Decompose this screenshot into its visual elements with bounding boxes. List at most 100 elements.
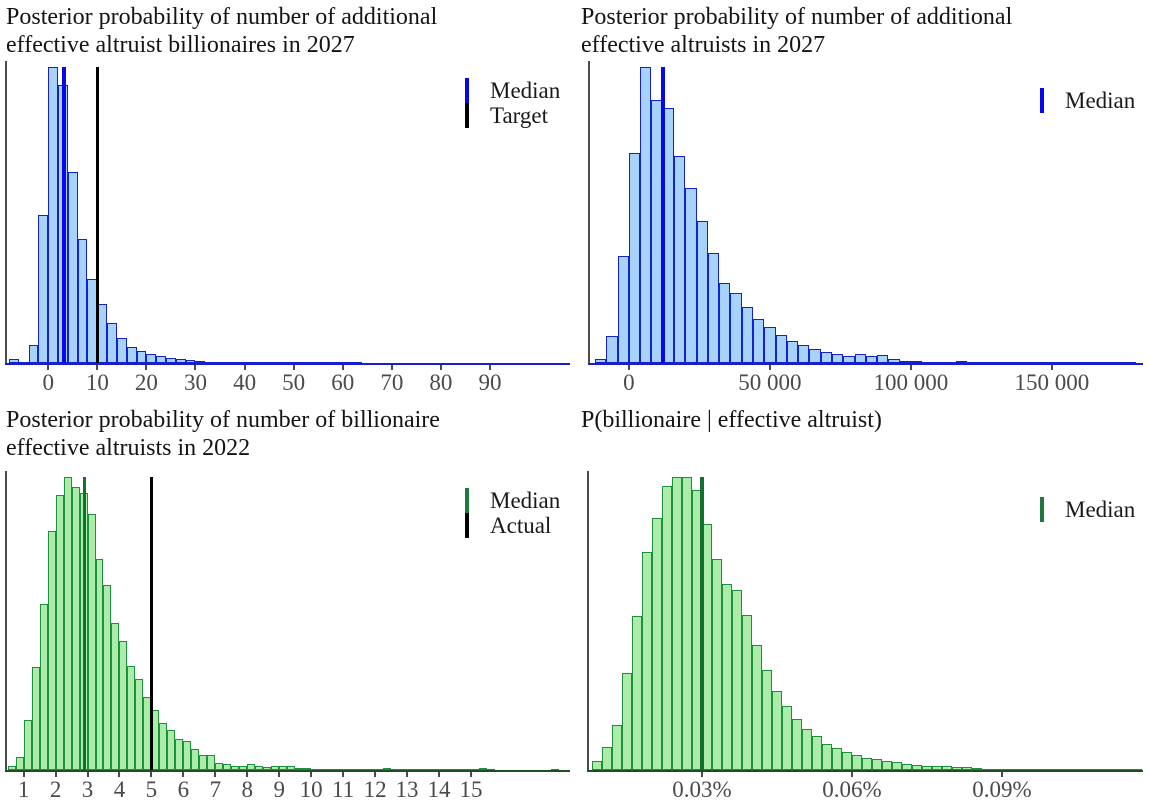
histogram-bar: [741, 307, 753, 363]
histogram-bar: [672, 477, 682, 770]
y-axis-line: [587, 471, 589, 770]
axis-tick: [182, 772, 185, 777]
histogram-bar: [135, 679, 144, 770]
x-axis-line: [587, 770, 1143, 772]
histogram-bar: [335, 769, 344, 770]
chart-title-line1: P(billionaire | effective altruist): [581, 407, 882, 433]
histogram-bar: [462, 769, 471, 770]
histogram-bar: [843, 356, 855, 363]
histogram-bar: [31, 667, 40, 770]
target-line-key: [465, 103, 469, 128]
axis-tick: [909, 365, 912, 370]
histogram-bar: [652, 518, 662, 770]
histogram-bar: [899, 361, 911, 363]
histogram-bar: [1012, 769, 1022, 770]
histogram-bar: [431, 769, 439, 770]
histogram-bar: [942, 766, 952, 770]
histogram-bar: [762, 670, 772, 770]
histogram-bar: [742, 615, 752, 770]
histogram-bar: [7, 766, 16, 770]
axis-tick: [292, 365, 295, 370]
axis-tick-label: 20: [134, 370, 158, 395]
histogram-bar: [454, 769, 463, 770]
histogram-bar: [247, 764, 256, 770]
axis-tick-label: 70: [380, 370, 404, 395]
median-line: [62, 67, 67, 363]
axis-tick: [22, 772, 25, 777]
histogram-bar: [822, 744, 832, 770]
histogram-bar: [223, 764, 232, 770]
histogram-bar: [146, 354, 157, 363]
histogram-bar: [832, 748, 842, 770]
histogram-bar: [255, 766, 264, 770]
x-axis-line: [5, 770, 570, 772]
median-line: [700, 477, 704, 770]
histogram-bar: [1068, 362, 1081, 363]
histogram-bar: [1092, 769, 1102, 770]
axis-tick: [469, 772, 472, 777]
histogram-bar: [933, 362, 945, 363]
axis-tick: [96, 365, 99, 370]
plot-area: 0 50 000 100 000 150 000: [575, 0, 1150, 403]
histogram-bar: [438, 769, 447, 770]
axis-tick: [150, 772, 153, 777]
panel-p-billionaire-given-ea: P(billionaire | effective altruist) Medi…: [575, 403, 1150, 806]
axis-tick-label: 0.09%: [972, 777, 1032, 802]
histogram-bar: [327, 769, 336, 770]
histogram-bar: [383, 768, 392, 770]
histogram-bar: [944, 362, 957, 363]
histogram-bar: [254, 362, 265, 363]
axis-tick-label: 10: [299, 777, 323, 802]
histogram-bar: [55, 495, 64, 770]
histogram-bar: [854, 354, 866, 363]
chart-title-line1: Posterior probability of number of addit…: [6, 4, 438, 30]
axis-tick-label: 15: [459, 777, 483, 802]
histogram-bar: [595, 359, 607, 363]
legend: Median Target: [465, 78, 560, 128]
histogram-bar: [1042, 769, 1052, 770]
histogram-bar: [332, 362, 343, 363]
axis-tick-label: 9: [273, 777, 285, 802]
histogram-bar: [311, 769, 320, 770]
legend: Median: [1040, 497, 1135, 522]
histogram-bar: [156, 356, 167, 363]
axis-tick-label: 150 000: [1014, 370, 1090, 395]
histogram-bar: [119, 641, 128, 770]
axis-tick: [851, 772, 853, 777]
histogram-bar: [234, 362, 245, 363]
histogram-bar: [764, 327, 776, 363]
histogram-bar: [271, 766, 280, 770]
histogram-bar: [415, 769, 423, 770]
histogram-bar: [48, 67, 59, 363]
histogram-bar: [730, 293, 742, 363]
histogram-bar: [367, 769, 376, 770]
histogram-bar: [1102, 769, 1112, 770]
chart-title-line1: Posterior probability of number of billi…: [6, 407, 440, 433]
histogram-bar: [351, 769, 360, 770]
histogram-bar: [478, 768, 487, 770]
histogram-bar: [622, 673, 632, 770]
legend: Median: [1040, 88, 1135, 113]
histogram-bar: [820, 352, 832, 363]
axis-tick: [1050, 365, 1053, 370]
histogram-bar: [707, 253, 720, 363]
x-axis-line: [588, 363, 1143, 365]
axis-tick-label: 3: [81, 777, 94, 802]
histogram-bar: [71, 487, 80, 770]
histogram-bar: [293, 362, 304, 363]
histogram-bar: [606, 336, 618, 363]
histogram-bar: [126, 347, 137, 363]
histogram-bar: [1052, 769, 1062, 770]
axis-tick: [278, 772, 281, 777]
axis-tick: [47, 365, 50, 370]
histogram-bar: [199, 755, 208, 770]
axis-tick: [246, 772, 249, 777]
legend-item-median: Median: [1040, 88, 1135, 113]
median-line: [82, 477, 87, 770]
histogram-bar: [224, 362, 235, 363]
histogram-bar: [319, 769, 328, 770]
legend-item-median: Median: [465, 488, 560, 513]
histogram-bar: [175, 739, 184, 770]
axis-tick: [374, 772, 377, 777]
histogram-bar: [375, 769, 384, 770]
